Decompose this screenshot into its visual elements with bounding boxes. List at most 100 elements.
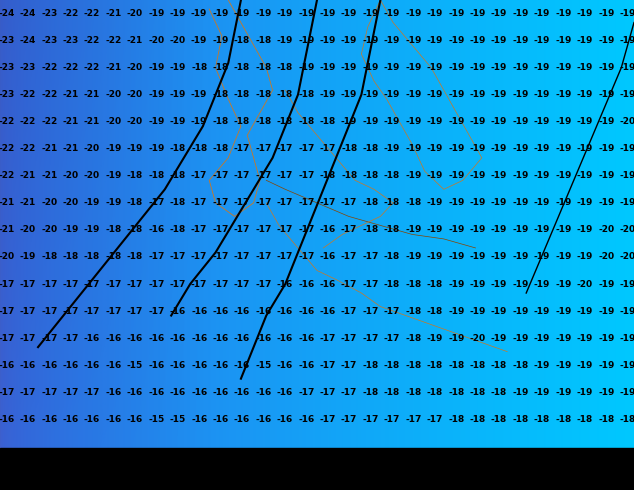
Text: -19: -19 xyxy=(234,9,250,18)
Text: -19: -19 xyxy=(555,90,572,99)
Text: -19: -19 xyxy=(191,90,207,99)
Text: -18: -18 xyxy=(427,388,443,397)
Text: -18: -18 xyxy=(298,90,314,99)
Text: -19: -19 xyxy=(470,36,486,45)
Text: -16: -16 xyxy=(127,334,143,343)
Text: -17: -17 xyxy=(84,388,100,397)
Text: -18: -18 xyxy=(363,388,378,397)
Text: -17: -17 xyxy=(298,252,314,262)
Text: -18: -18 xyxy=(384,198,400,207)
Text: -17: -17 xyxy=(256,144,271,153)
Text: -16: -16 xyxy=(212,361,229,369)
Bar xyxy=(153,454,172,468)
Text: -19: -19 xyxy=(448,334,465,343)
Text: -16: -16 xyxy=(170,388,186,397)
Text: -17: -17 xyxy=(320,388,336,397)
Text: -17: -17 xyxy=(148,252,164,262)
Text: -17: -17 xyxy=(62,334,79,343)
Text: -22: -22 xyxy=(20,144,36,153)
Text: -17: -17 xyxy=(20,307,36,316)
Text: -17: -17 xyxy=(62,307,79,316)
Text: -16: -16 xyxy=(276,361,293,369)
Text: -36: -36 xyxy=(61,469,72,474)
Text: -19: -19 xyxy=(598,36,614,45)
Text: -17: -17 xyxy=(341,388,358,397)
Text: -21: -21 xyxy=(84,117,100,126)
Text: -16: -16 xyxy=(320,307,336,316)
Text: -17: -17 xyxy=(148,307,164,316)
Text: -20: -20 xyxy=(127,117,143,126)
Text: -21: -21 xyxy=(105,9,122,18)
Text: -18: -18 xyxy=(191,144,207,153)
Text: -16: -16 xyxy=(20,361,36,369)
Text: -17: -17 xyxy=(212,172,229,180)
Text: -22: -22 xyxy=(0,117,15,126)
Text: -19: -19 xyxy=(555,144,572,153)
Text: -18: -18 xyxy=(170,225,186,234)
Text: -19: -19 xyxy=(512,225,529,234)
Text: -19: -19 xyxy=(534,117,550,126)
Text: 48: 48 xyxy=(351,469,358,474)
Text: -17: -17 xyxy=(363,279,378,289)
Text: -22: -22 xyxy=(0,144,15,153)
Text: -19: -19 xyxy=(534,90,550,99)
Text: -20: -20 xyxy=(63,172,79,180)
Text: -18: -18 xyxy=(405,198,422,207)
Text: -19: -19 xyxy=(320,36,336,45)
Text: -19: -19 xyxy=(598,279,614,289)
Text: -17: -17 xyxy=(320,334,336,343)
Text: -19: -19 xyxy=(598,307,614,316)
Text: -19: -19 xyxy=(619,198,634,207)
Text: -17: -17 xyxy=(148,279,164,289)
Text: -16: -16 xyxy=(84,361,100,369)
Text: -17: -17 xyxy=(20,334,36,343)
Text: -19: -19 xyxy=(105,198,122,207)
Text: -19: -19 xyxy=(534,172,550,180)
Text: -17: -17 xyxy=(212,252,229,262)
Bar xyxy=(23,454,42,468)
Text: -18: -18 xyxy=(448,415,464,424)
Text: -19: -19 xyxy=(598,172,614,180)
Text: -17: -17 xyxy=(298,225,314,234)
Text: -17: -17 xyxy=(191,225,207,234)
Text: -19: -19 xyxy=(148,9,164,18)
Text: -18: -18 xyxy=(384,279,400,289)
Text: -16: -16 xyxy=(212,307,229,316)
Text: -19: -19 xyxy=(619,144,634,153)
Text: -17: -17 xyxy=(41,307,58,316)
Text: -17: -17 xyxy=(384,307,400,316)
Text: -19: -19 xyxy=(534,198,550,207)
Text: -17: -17 xyxy=(41,279,58,289)
Text: -18: -18 xyxy=(427,279,443,289)
Text: -16: -16 xyxy=(84,334,100,343)
Bar xyxy=(116,454,134,468)
Text: -17: -17 xyxy=(191,252,207,262)
Text: -19: -19 xyxy=(470,63,486,72)
Text: -19: -19 xyxy=(555,225,572,234)
Text: -17: -17 xyxy=(41,334,58,343)
Text: -17: -17 xyxy=(62,279,79,289)
Text: -17: -17 xyxy=(363,307,378,316)
Text: -22: -22 xyxy=(84,63,100,72)
Text: -18: -18 xyxy=(234,90,250,99)
Text: -21: -21 xyxy=(41,144,57,153)
Text: -18: -18 xyxy=(384,388,400,397)
Text: -19: -19 xyxy=(576,307,593,316)
Text: 24: 24 xyxy=(268,469,276,474)
Text: -17: -17 xyxy=(191,198,207,207)
Text: -22: -22 xyxy=(41,117,57,126)
Text: -19: -19 xyxy=(427,172,443,180)
Text: -6: -6 xyxy=(166,469,172,474)
Text: -19: -19 xyxy=(534,307,550,316)
Text: -16: -16 xyxy=(170,307,186,316)
Text: -19: -19 xyxy=(212,36,229,45)
Text: -18: -18 xyxy=(555,415,571,424)
Text: -17: -17 xyxy=(234,252,250,262)
Text: -19: -19 xyxy=(491,172,507,180)
Text: -19: -19 xyxy=(512,63,529,72)
Text: -19: -19 xyxy=(384,90,400,99)
Text: -17: -17 xyxy=(0,334,15,343)
Text: -18: -18 xyxy=(256,90,271,99)
Text: -18: -18 xyxy=(41,252,57,262)
Text: -16: -16 xyxy=(234,307,250,316)
